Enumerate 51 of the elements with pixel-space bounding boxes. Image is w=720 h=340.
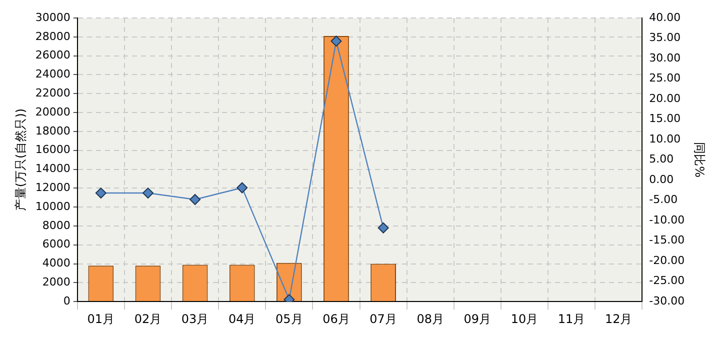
y-tick-label: 28000 <box>35 30 70 43</box>
y-tick-label: 6000 <box>42 238 70 251</box>
point <box>330 36 342 47</box>
y-tick-label: 30000 <box>35 10 70 24</box>
y-tick-label: 8000 <box>42 218 70 232</box>
y2-tick-label: 40.00 <box>649 10 681 24</box>
x-tick-label: 03月 <box>181 312 209 326</box>
y2-tick-label: -20.00 <box>649 254 685 267</box>
x-tick-label: 08月 <box>416 312 444 326</box>
y2-tick-label: -10.00 <box>649 213 685 226</box>
y-tick-label: 12000 <box>35 181 70 194</box>
y2-tick-label: 10.00 <box>649 132 681 146</box>
x-tick-label: 05月 <box>276 312 303 326</box>
y2-tick-label: 20.00 <box>649 92 681 105</box>
x-tick-label: 02月 <box>134 312 162 326</box>
y2-tick-label: 5.00 <box>649 152 674 166</box>
y-tick-label: 0 <box>63 294 70 308</box>
y-tick-label: 4000 <box>42 256 70 270</box>
point <box>378 222 389 234</box>
y2-tick-label: -30.00 <box>649 294 685 308</box>
point <box>142 188 154 199</box>
y-tick-label: 2000 <box>42 276 70 289</box>
y2-tick-label: 25.00 <box>649 72 681 85</box>
y2-tick-label: 15.00 <box>649 112 681 126</box>
y2-tick-label: -5.00 <box>649 193 678 206</box>
x-tick-label: 10月 <box>510 312 538 326</box>
y-tick-label: 10000 <box>35 200 70 213</box>
y-tick-label: 16000 <box>35 143 70 156</box>
x-tick-label: 09月 <box>464 312 492 326</box>
point <box>190 194 201 206</box>
y-tick-label: 24000 <box>35 68 70 81</box>
y-tick-label: 22000 <box>35 86 70 100</box>
y-axis-title: 产量(万只(自然只)) <box>13 108 28 212</box>
x-tick-label: 01月 <box>87 312 115 326</box>
x-tick-label: 07月 <box>370 312 397 326</box>
y-tick-label: 20000 <box>35 105 70 118</box>
y2-tick-label: -25.00 <box>649 274 685 288</box>
point <box>95 188 106 199</box>
point <box>236 182 248 194</box>
x-tick-label: 12月 <box>604 312 632 326</box>
y-tick-label: 14000 <box>35 162 70 176</box>
y-tick-label: 18000 <box>35 124 70 138</box>
y2-tick-label: 30.00 <box>649 51 681 64</box>
y2-tick-label: 35.00 <box>649 31 681 44</box>
x-tick-label: 04月 <box>228 312 256 326</box>
y2-tick-label: -15.00 <box>649 234 685 247</box>
y-tick-label: 26000 <box>35 48 70 62</box>
y2-axis-title: 同比% <box>692 142 707 178</box>
x-tick-label: 06月 <box>322 312 350 326</box>
y2-tick-label: 0.00 <box>649 172 674 186</box>
x-tick-label: 11月 <box>558 312 586 326</box>
